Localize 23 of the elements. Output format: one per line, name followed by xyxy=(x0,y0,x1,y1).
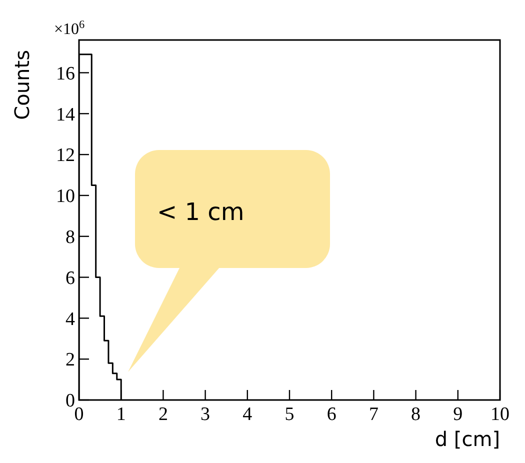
y-tick-label: 4 xyxy=(66,308,76,330)
y-tick-label: 10 xyxy=(56,186,75,208)
x-tick-label: 3 xyxy=(200,404,210,425)
x-tick-label: 4 xyxy=(242,404,253,425)
y-tick-label: 14 xyxy=(56,104,76,126)
y-tick-label: 12 xyxy=(56,145,75,166)
y-axis-title: Counts xyxy=(10,50,34,120)
y-tick-label: 2 xyxy=(66,350,75,371)
x-axis-title: d [cm] xyxy=(434,427,500,451)
y-tick-label: 16 xyxy=(56,63,75,84)
x-tick-label: 9 xyxy=(453,404,463,425)
text: ×10$^{6}$ xyxy=(54,19,86,38)
x-tick-label: 2 xyxy=(158,404,168,425)
x-tick-label: 1 xyxy=(116,404,126,425)
x-tick-label: 8 xyxy=(411,404,421,425)
x-tick-label: 6 xyxy=(326,404,336,425)
y-tick-label: 6 xyxy=(66,268,75,289)
x-tick-label: 5 xyxy=(284,404,294,425)
annotation: < 1 cm xyxy=(157,198,244,226)
x-tick-label: 7 xyxy=(368,404,378,425)
y-tick-label: 8 xyxy=(66,227,75,248)
x-tick-label: 10 xyxy=(490,404,510,425)
y-tick-label: 0 xyxy=(66,390,75,412)
